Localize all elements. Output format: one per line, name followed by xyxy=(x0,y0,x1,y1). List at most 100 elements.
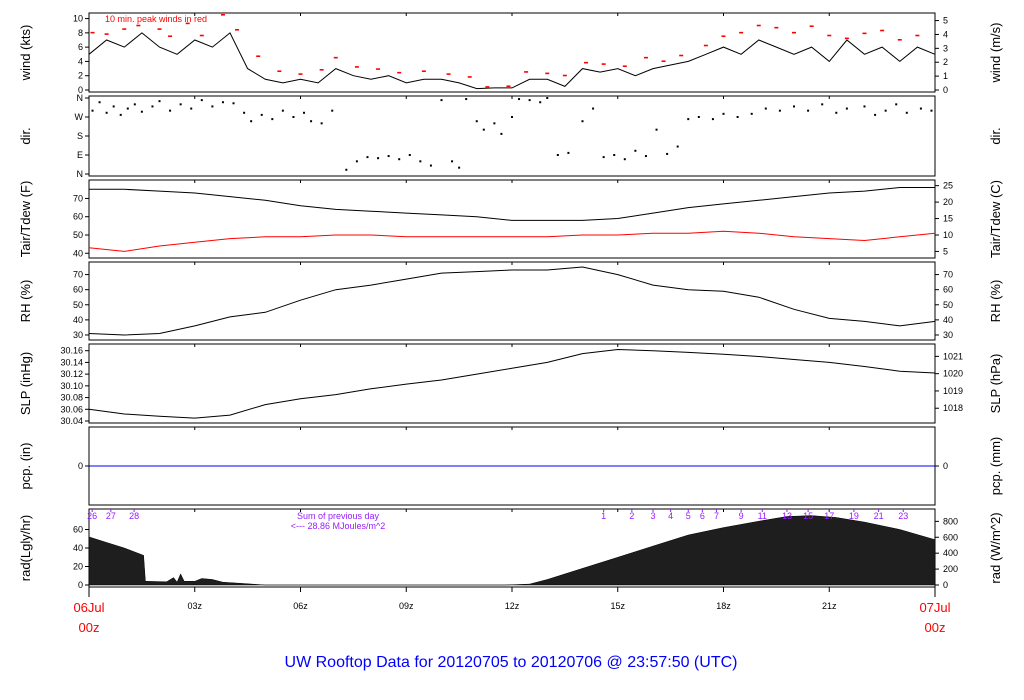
dir-point xyxy=(567,151,570,154)
dir-point xyxy=(546,97,549,99)
y-tick-label: W xyxy=(75,112,84,122)
dir-point xyxy=(190,107,193,110)
peak-wind-mark xyxy=(739,31,744,34)
panel-rad: rad(Lgly/hr) rad (W/m^2)02040600200400600… xyxy=(18,508,1003,590)
dir-point xyxy=(874,113,877,116)
dir-point xyxy=(458,166,461,169)
y-tick-label-right: 400 xyxy=(943,548,958,558)
x-tick-label: 15z xyxy=(610,601,625,611)
dir-point xyxy=(105,111,108,114)
y-tick-label: 0 xyxy=(78,580,83,590)
panel-rh: RH (%) RH (%) 30 40 50 60 70 30 40 50 60 70 xyxy=(18,261,1003,341)
y-tick-label-right: 1021 xyxy=(943,351,963,361)
peak-wind-mark xyxy=(199,34,204,37)
dir-point xyxy=(211,105,214,108)
dir-point xyxy=(895,103,898,106)
dir-point xyxy=(303,111,306,114)
dir-point xyxy=(112,105,115,108)
hour-label: 26 xyxy=(87,511,97,521)
y-tick-label: 0 xyxy=(78,461,83,471)
y-tick-label-right: 1020 xyxy=(943,369,963,379)
dir-point xyxy=(419,160,422,163)
dir-point xyxy=(863,105,866,108)
dir-point xyxy=(634,149,637,152)
peak-wind-mark xyxy=(256,55,261,58)
dir-point xyxy=(835,111,838,114)
panel-frame xyxy=(88,261,936,341)
y-tick-label-right: 5 xyxy=(943,16,948,26)
y-tick-label: 40 xyxy=(73,315,83,325)
peak-wind-mark xyxy=(915,34,920,37)
panel-frame xyxy=(88,343,936,424)
x-tick-label: 03z xyxy=(187,601,202,611)
peak-wind-mark xyxy=(703,44,708,47)
dir-point xyxy=(408,154,411,156)
peak-wind-mark xyxy=(298,73,303,75)
y-tick-label: 60 xyxy=(73,285,83,295)
y-axis-label: SLP (inHg) xyxy=(18,352,33,415)
hour-label: 27 xyxy=(106,511,116,521)
hour-label: 28 xyxy=(129,511,139,521)
hour-label: 2 xyxy=(629,511,634,521)
y-axis-label-right: RH (%) xyxy=(988,280,1003,323)
dir-point xyxy=(440,99,443,102)
hour-label: 1 xyxy=(601,511,606,521)
y-axis-label-right: rad (W/m^2) xyxy=(988,512,1003,583)
y-axis-label-right: pcp. (mm) xyxy=(988,437,1003,496)
peak-wind-mark xyxy=(485,86,490,88)
dir-point xyxy=(722,112,725,115)
y-tick-label: 10 xyxy=(73,14,83,24)
dir-point xyxy=(398,158,401,161)
dir-point xyxy=(158,100,161,103)
y-tick-label: 30.06 xyxy=(60,404,83,414)
y-tick-label-right: 4 xyxy=(943,29,948,39)
peak-wind-mark xyxy=(506,85,511,88)
hour-label: 3 xyxy=(650,511,655,521)
peak-wind-mark xyxy=(90,31,95,34)
dir-point xyxy=(644,155,647,158)
dir-point xyxy=(623,158,626,161)
y-tick-label-right: 0 xyxy=(943,85,948,95)
peak-wind-mark xyxy=(545,72,550,75)
peak-wind-mark xyxy=(333,56,338,59)
peak-wind-mark xyxy=(277,70,282,73)
dir-point xyxy=(482,128,485,131)
hour-label: 4 xyxy=(668,511,673,521)
y-axis-label-right: Tair/Tdew (C) xyxy=(988,180,1003,258)
peak-wind-mark xyxy=(862,32,867,35)
y-tick-label: S xyxy=(77,131,83,141)
chart-title: UW Rooftop Data for 20120705 to 20120706… xyxy=(285,654,738,671)
dir-point xyxy=(528,99,531,102)
y-tick-label: 20 xyxy=(73,562,83,572)
y-tick-label-right: 20 xyxy=(943,197,953,207)
y-tick-label: 2 xyxy=(78,71,83,81)
wind-line xyxy=(88,32,936,90)
y-tick-label: 30.04 xyxy=(60,416,83,426)
y-tick-label-right: 50 xyxy=(943,300,953,310)
y-tick-label-right: 60 xyxy=(943,285,953,295)
peak-wind-mark xyxy=(136,24,141,27)
y-tick-label: 0 xyxy=(78,85,83,95)
panel-temp: Tair/Tdew (F) Tair/Tdew (C) 40 50 60 70 5 10 15 2… xyxy=(18,179,1003,259)
dir-point xyxy=(711,118,714,121)
peak-wind-mark xyxy=(168,35,173,38)
peak-wind-mark xyxy=(562,74,567,77)
dir-point xyxy=(345,168,348,171)
dir-point xyxy=(919,107,922,110)
dir-point xyxy=(592,107,595,110)
dir-point xyxy=(793,105,795,108)
dir-point xyxy=(140,110,143,113)
dir-point xyxy=(511,116,513,118)
peak-wind-mark xyxy=(601,63,606,65)
peak-wind-mark xyxy=(584,61,589,64)
y-tick-label: N xyxy=(77,93,84,103)
y-axis-label-right: dir. xyxy=(988,127,1003,144)
peak-wind-mark xyxy=(235,29,240,31)
y-tick-label-right: 600 xyxy=(943,532,958,542)
dir-point xyxy=(250,120,253,123)
peak-wind-mark xyxy=(376,68,381,70)
y-tick-label: 70 xyxy=(73,270,83,280)
dir-point xyxy=(98,101,101,104)
